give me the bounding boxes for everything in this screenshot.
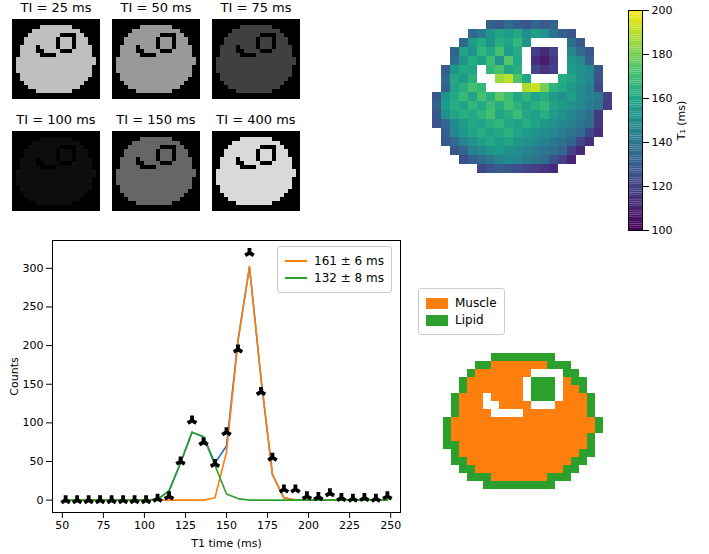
html-text:132 ± 8 ms: 132 ± 8 ms: [314, 271, 384, 285]
svg-text:180: 180: [652, 48, 673, 61]
svg-text:140: 140: [652, 136, 673, 149]
svg-text:250: 250: [23, 300, 44, 313]
html-text:161 ± 6 ms: 161 ± 6 ms: [314, 254, 384, 268]
svg-text:Counts: Counts: [8, 357, 21, 396]
html-text:Lipid: Lipid: [455, 313, 484, 327]
svg-text:250: 250: [380, 519, 401, 532]
html-text:Muscle: Muscle: [455, 296, 497, 310]
html-text:TI = 50 ms: TI = 50 ms: [120, 0, 192, 15]
svg-text:150: 150: [23, 378, 44, 391]
svg-text:160: 160: [652, 92, 673, 105]
svg-text:T₁ (ms): T₁ (ms): [675, 101, 688, 142]
svg-text:200: 200: [652, 4, 673, 17]
svg-text:175: 175: [257, 519, 278, 532]
svg-text:50: 50: [55, 519, 69, 532]
svg-text:300: 300: [23, 262, 44, 275]
svg-text:75: 75: [96, 519, 110, 532]
html-text:TI = 25 ms: TI = 25 ms: [20, 0, 92, 15]
html-text:TI = 400 ms: TI = 400 ms: [216, 112, 296, 127]
svg-text:225: 225: [339, 519, 360, 532]
svg-text:120: 120: [652, 180, 673, 193]
svg-text:50: 50: [30, 455, 44, 468]
svg-text:100: 100: [652, 224, 673, 237]
html-text:TI = 150 ms: TI = 150 ms: [116, 112, 196, 127]
svg-text:T1 time (ms): T1 time (ms): [190, 537, 262, 550]
html-text:TI = 75 ms: TI = 75 ms: [220, 0, 292, 15]
svg-text:200: 200: [298, 519, 319, 532]
svg-text:0: 0: [37, 494, 44, 507]
html-text:TI = 100 ms: TI = 100 ms: [16, 112, 96, 127]
svg-text:200: 200: [23, 339, 44, 352]
svg-text:125: 125: [175, 519, 196, 532]
svg-text:100: 100: [23, 416, 44, 429]
svg-text:100: 100: [134, 519, 155, 532]
svg-text:150: 150: [216, 519, 237, 532]
